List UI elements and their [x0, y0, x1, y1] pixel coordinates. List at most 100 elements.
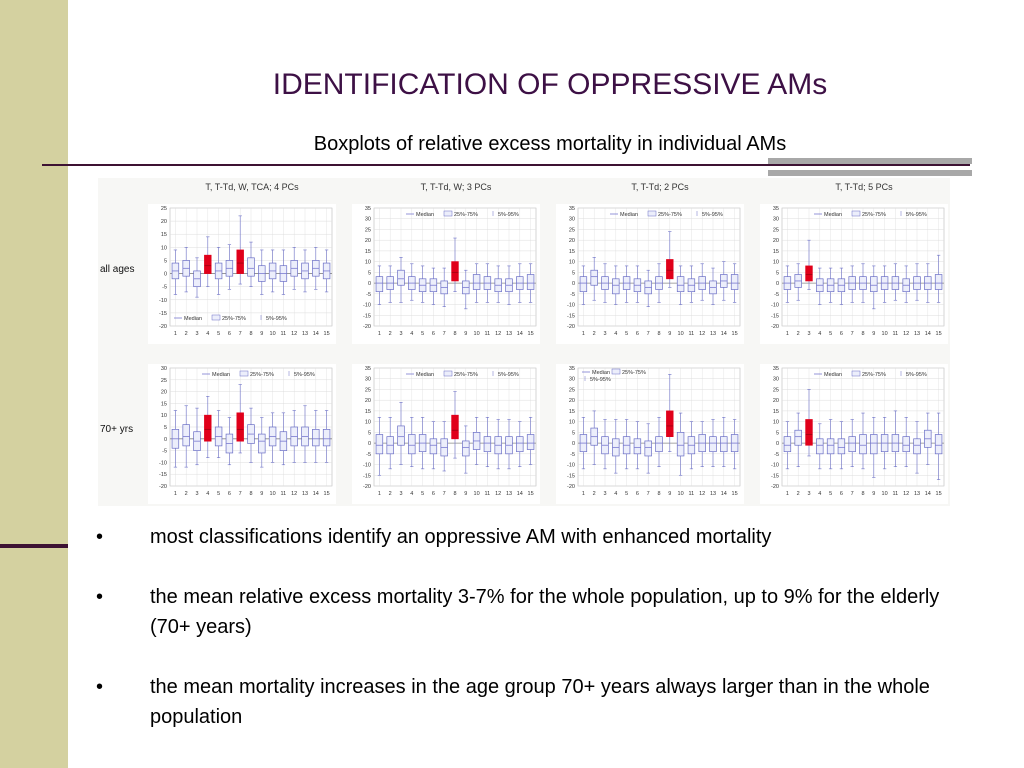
iqr-box [375, 276, 384, 293]
legend-iqr-label: 25%-75% [454, 212, 478, 218]
legend-whisker-label: 5%-95% [590, 377, 611, 383]
y-tick-label: 20 [773, 398, 779, 404]
y-tick-label: 10 [365, 420, 371, 426]
legend-iqr-label: 25%-75% [222, 316, 246, 322]
legend-median-label: Median [824, 372, 842, 378]
row-label: all ages [100, 264, 134, 275]
x-tick-label: 12 [291, 491, 297, 497]
x-tick-label: 1 [786, 491, 789, 497]
iqr-box [676, 432, 685, 457]
y-tick-label: -5 [570, 292, 575, 298]
x-tick-label: 1 [786, 331, 789, 337]
x-tick-label: 6 [840, 331, 843, 337]
row-label: 70+ yrs [100, 424, 133, 435]
iqr-box [913, 438, 921, 455]
y-tick-label: 5 [368, 270, 371, 276]
x-tick-label: 7 [239, 491, 242, 497]
x-tick-label: 11 [281, 491, 287, 497]
y-tick-label: 15 [161, 232, 167, 238]
x-tick-label: 3 [195, 491, 198, 497]
x-tick-label: 6 [636, 491, 639, 497]
legend-whisker-label: 5%-95% [294, 372, 315, 378]
x-tick-label: 5 [625, 331, 628, 337]
x-tick-label: 13 [506, 491, 512, 497]
x-tick-label: 14 [721, 331, 727, 337]
y-tick-label: 35 [773, 206, 779, 212]
x-tick-label: 4 [818, 331, 821, 337]
x-tick-label: 9 [464, 491, 467, 497]
y-tick-label: 20 [365, 238, 371, 244]
iqr-box [709, 436, 717, 453]
y-tick-label: -15 [771, 473, 779, 479]
y-tick-label: 25 [773, 227, 779, 233]
iqr-box [472, 274, 481, 290]
iqr-box [633, 438, 642, 455]
x-tick-label: 2 [185, 331, 188, 337]
y-tick-label: 0 [776, 441, 779, 447]
x-tick-label: 5 [625, 491, 628, 497]
y-tick-label: 0 [368, 441, 371, 447]
legend-median-label: Median [592, 370, 610, 376]
y-tick-label: 10 [773, 260, 779, 266]
y-tick-label: 15 [161, 401, 167, 407]
y-tick-label: 25 [365, 387, 371, 393]
x-tick-label: 3 [603, 331, 606, 337]
x-tick-label: 2 [389, 491, 392, 497]
x-tick-label: 6 [228, 331, 231, 337]
iqr-box [644, 440, 652, 457]
oppressive-am-box [236, 249, 244, 274]
x-tick-label: 10 [678, 491, 684, 497]
x-tick-label: 8 [861, 331, 864, 337]
iqr-box [859, 434, 867, 455]
x-tick-label: 5 [421, 331, 424, 337]
iqr-box [397, 425, 405, 446]
y-tick-label: -10 [363, 463, 371, 469]
y-tick-label: 20 [773, 238, 779, 244]
legend-median-label: Median [416, 372, 434, 378]
side-accent-line [0, 544, 68, 548]
y-tick-label: 10 [161, 413, 167, 419]
y-tick-label: 5 [572, 270, 575, 276]
legend-whisker-label: 5%-95% [906, 212, 927, 218]
grey-accent-bar-lower [768, 170, 972, 176]
x-tick-label: 14 [925, 331, 931, 337]
y-tick-label: -5 [570, 452, 575, 458]
x-tick-label: 5 [217, 491, 220, 497]
column-title: T, T-Td; 5 PCs [835, 182, 893, 192]
y-tick-label: -20 [363, 324, 371, 330]
x-tick-label: 9 [872, 331, 875, 337]
y-tick-label: -20 [771, 484, 779, 490]
y-tick-label: -10 [159, 298, 167, 304]
x-tick-label: 14 [517, 331, 523, 337]
x-tick-label: 13 [302, 491, 308, 497]
y-tick-label: 20 [365, 398, 371, 404]
x-tick-label: 12 [699, 331, 705, 337]
boxplot-figure: T, T-Td, W, TCA; 4 PCs T, T-Td, W; 3 PCs T… [98, 178, 950, 506]
x-tick-label: 13 [914, 331, 920, 337]
y-tick-label: 5 [164, 258, 167, 264]
iqr-box [794, 429, 802, 446]
y-tick-label: 30 [569, 217, 575, 223]
y-tick-label: 10 [161, 245, 167, 251]
x-tick-label: 13 [710, 331, 716, 337]
legend-whisker-label: 5%-95% [702, 212, 723, 218]
x-tick-label: 6 [636, 331, 639, 337]
legend-iqr-swatch [611, 368, 621, 375]
x-tick-label: 7 [443, 331, 446, 337]
y-tick-label: 0 [572, 281, 575, 287]
y-tick-label: 35 [365, 206, 371, 212]
y-tick-label: -20 [567, 324, 575, 330]
x-tick-label: 3 [195, 331, 198, 337]
x-tick-label: 1 [378, 331, 381, 337]
x-tick-label: 7 [647, 491, 650, 497]
x-tick-label: 4 [206, 491, 209, 497]
x-tick-label: 5 [421, 491, 424, 497]
y-tick-label: -15 [159, 311, 167, 317]
y-tick-label: 30 [773, 377, 779, 383]
x-tick-label: 4 [410, 491, 413, 497]
y-tick-label: -15 [363, 313, 371, 319]
x-tick-label: 4 [818, 491, 821, 497]
y-tick-label: -15 [159, 472, 167, 478]
